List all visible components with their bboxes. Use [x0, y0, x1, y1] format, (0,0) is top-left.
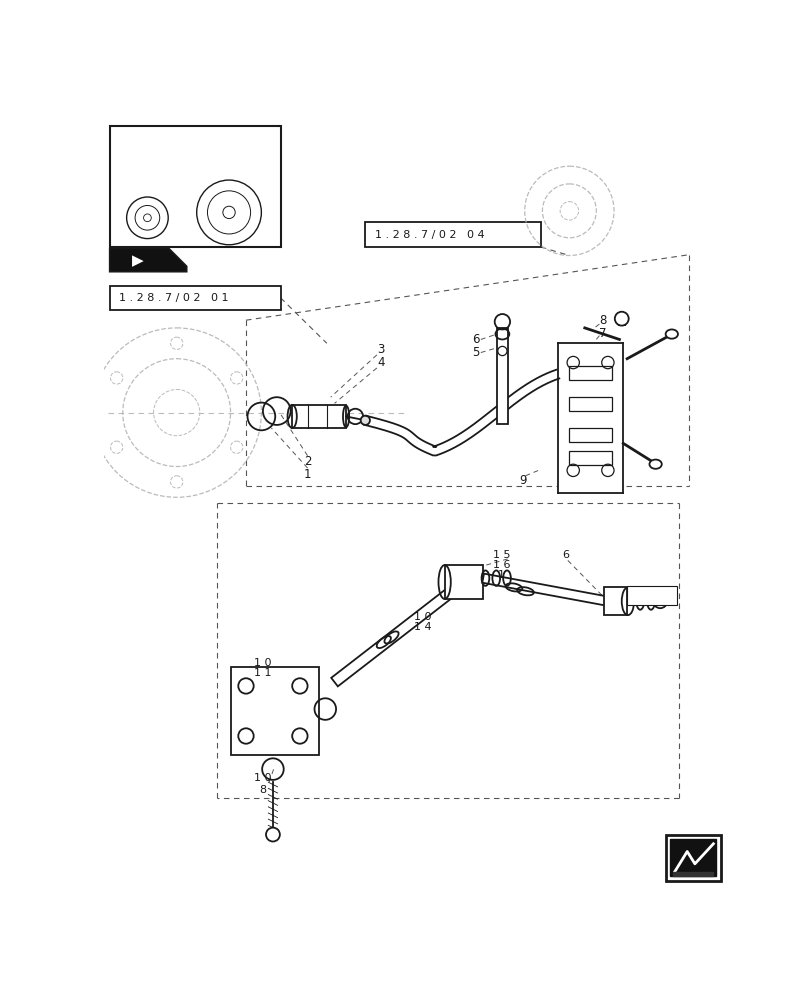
Bar: [665, 835, 720, 881]
Circle shape: [266, 828, 280, 841]
Bar: [569, 451, 611, 465]
Polygon shape: [331, 578, 466, 686]
Bar: [496, 328, 507, 424]
Bar: [230, 667, 319, 755]
Text: 1 0: 1 0: [414, 612, 431, 622]
Text: 2: 2: [303, 455, 311, 468]
Polygon shape: [482, 574, 608, 606]
Polygon shape: [672, 872, 713, 876]
Polygon shape: [669, 839, 715, 876]
Bar: [626, 586, 676, 605]
Text: 1 . 2 8 . 7 / 0 2   0 1: 1 . 2 8 . 7 / 0 2 0 1: [118, 293, 228, 303]
Text: 4: 4: [376, 356, 384, 369]
Bar: [569, 366, 611, 380]
Text: 1: 1: [303, 468, 311, 481]
Text: 1 3 1 2: 1 3 1 2: [630, 590, 669, 600]
Text: 5: 5: [471, 346, 478, 359]
Text: 1 6: 1 6: [492, 560, 510, 570]
Bar: [109, 126, 281, 247]
Bar: [569, 397, 611, 411]
Polygon shape: [292, 405, 345, 428]
Text: 8: 8: [259, 785, 266, 795]
Polygon shape: [557, 343, 623, 493]
Circle shape: [614, 312, 628, 326]
Text: 1 . 2 8 . 7 / 0 2   0 4: 1 . 2 8 . 7 / 0 2 0 4: [375, 230, 484, 240]
Bar: [365, 222, 540, 247]
Polygon shape: [109, 249, 187, 272]
Text: ▶: ▶: [132, 253, 144, 268]
Text: 8: 8: [598, 314, 606, 327]
Bar: [569, 428, 611, 442]
Polygon shape: [131, 189, 188, 205]
Polygon shape: [230, 667, 319, 755]
Bar: [109, 286, 281, 310]
Text: 1 1: 1 1: [254, 668, 272, 678]
Polygon shape: [364, 370, 559, 455]
Text: 1 0: 1 0: [254, 658, 272, 668]
Text: 9: 9: [519, 474, 526, 487]
Bar: [292, 405, 345, 428]
Text: 7: 7: [598, 327, 606, 340]
Text: 1 0: 1 0: [254, 773, 272, 783]
Text: 1 4: 1 4: [414, 622, 431, 632]
Text: 1 5: 1 5: [492, 550, 510, 560]
Circle shape: [360, 416, 370, 425]
Ellipse shape: [665, 329, 677, 339]
Text: 3: 3: [376, 343, 384, 356]
Bar: [603, 587, 626, 615]
Text: 6: 6: [561, 550, 569, 560]
Text: 1: 1: [497, 570, 504, 580]
Bar: [444, 565, 483, 599]
Ellipse shape: [649, 460, 661, 469]
Text: 6: 6: [471, 333, 478, 346]
